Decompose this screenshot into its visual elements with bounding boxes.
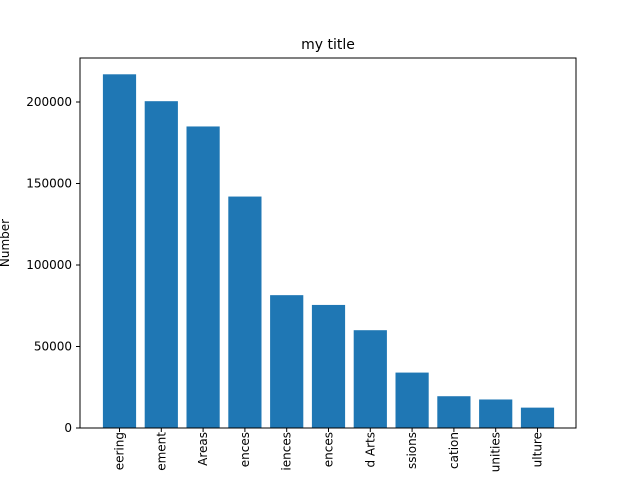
bar — [102, 74, 137, 429]
y-tick-label: 50000 — [34, 340, 72, 354]
bar — [520, 407, 555, 428]
bar — [479, 399, 513, 428]
y-tick-label: 150000 — [26, 177, 72, 191]
x-tick-label: d Arts — [363, 432, 377, 468]
y-axis-label: Number — [0, 219, 12, 267]
chart-title: my title — [301, 37, 355, 53]
x-tick-label: ences — [238, 432, 252, 467]
bar — [311, 304, 346, 428]
y-tick-label: 0 — [64, 421, 72, 435]
y-tick-label: 100000 — [26, 258, 72, 272]
bar — [228, 196, 262, 428]
bar — [395, 372, 429, 428]
plot-area: 0 50000 100000 150000 200000 eering ement Areas… — [26, 57, 577, 472]
x-tick-label: eering — [113, 432, 127, 470]
x-tick-label: ulture — [531, 432, 545, 467]
x-tick-label: iences — [280, 432, 294, 471]
bar — [186, 126, 220, 429]
x-tick-label: ences — [322, 432, 336, 467]
x-tick-label: ement — [154, 432, 168, 471]
x-tick-label: unities — [489, 432, 503, 472]
x-tick-label: ssions — [405, 432, 419, 469]
bar — [353, 330, 387, 428]
bar — [437, 396, 471, 428]
bar — [270, 295, 304, 428]
x-tick-label: cation — [447, 432, 461, 469]
y-tick-label: 200000 — [26, 95, 72, 109]
x-tick-label: Areas — [196, 432, 210, 466]
bar — [144, 101, 178, 428]
